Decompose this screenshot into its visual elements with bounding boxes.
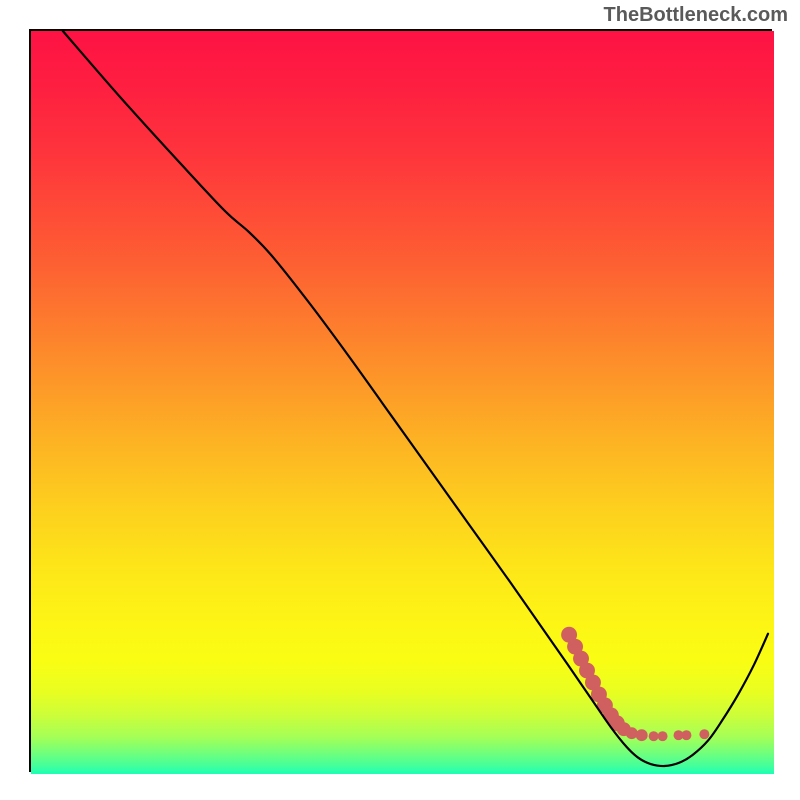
curve-layer bbox=[31, 31, 770, 770]
data-marker bbox=[658, 731, 668, 741]
markers-group bbox=[561, 627, 709, 741]
data-marker bbox=[681, 730, 691, 740]
watermark-text: TheBottleneck.com bbox=[604, 4, 788, 27]
plot-frame bbox=[29, 29, 772, 772]
main-curve bbox=[63, 31, 768, 766]
data-marker bbox=[626, 727, 638, 739]
data-marker bbox=[699, 729, 709, 739]
data-marker bbox=[649, 731, 659, 741]
data-marker bbox=[636, 729, 648, 741]
